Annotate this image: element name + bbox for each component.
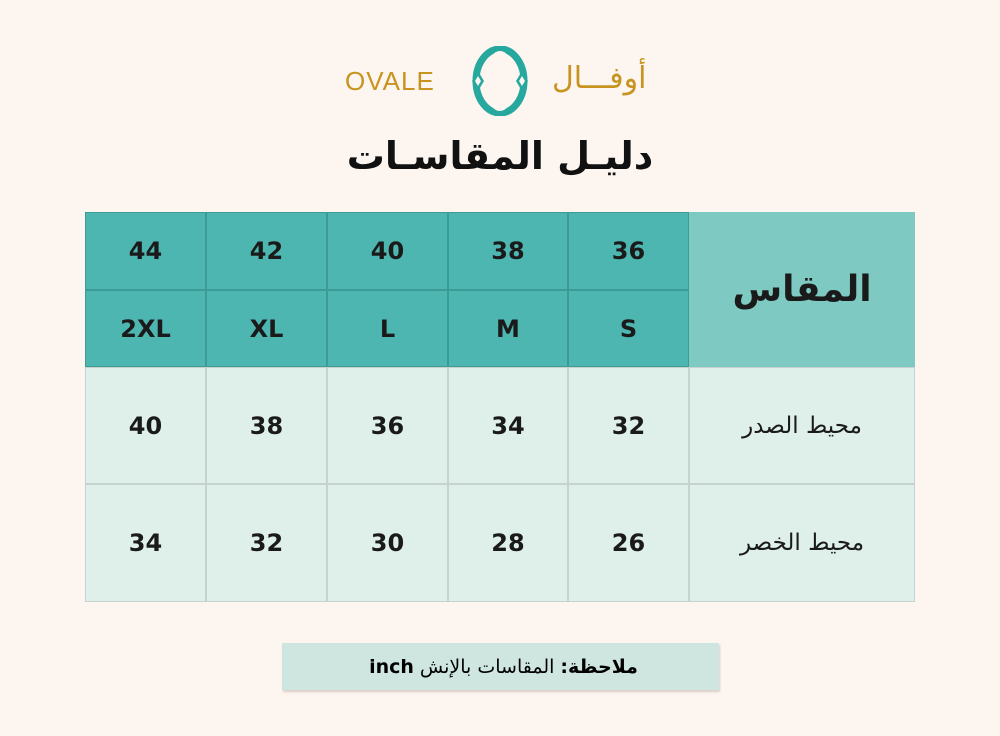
waist-value: 30 <box>327 484 448 602</box>
logo-arabic: أوفـــال <box>552 61 647 96</box>
chest-value: 32 <box>568 367 689 484</box>
waist-value: 28 <box>448 484 568 602</box>
size-label: M <box>448 290 568 367</box>
page-title: دليـل المقاسـات <box>346 134 654 178</box>
note-unit: inch <box>369 655 414 678</box>
size-number: 40 <box>327 212 448 290</box>
size-number: 38 <box>448 212 568 290</box>
waist-value: 34 <box>85 484 206 602</box>
size-label: XL <box>206 290 327 367</box>
header-label: المقاس <box>689 212 915 367</box>
waist-value: 32 <box>206 484 327 602</box>
chest-value: 38 <box>206 367 327 484</box>
note-text: المقاسات بالإنش <box>419 655 555 678</box>
note: ملاحظة: المقاسات بالإنش inch <box>282 643 719 690</box>
chest-value: 34 <box>448 367 568 484</box>
logo: OVALE أوفـــال <box>0 46 1000 116</box>
row-label-waist: محيط الخصر <box>689 484 915 602</box>
size-number: 36 <box>568 212 689 290</box>
size-number: 42 <box>206 212 327 290</box>
size-label: S <box>568 290 689 367</box>
size-label: L <box>327 290 448 367</box>
size-label: 2XL <box>85 290 206 367</box>
chest-value: 36 <box>327 367 448 484</box>
note-label: ملاحظة: <box>560 655 638 678</box>
size-number: 44 <box>85 212 206 290</box>
waist-value: 26 <box>568 484 689 602</box>
row-label-chest: محيط الصدر <box>689 367 915 484</box>
oval-logo-icon <box>472 46 528 116</box>
chest-value: 40 <box>85 367 206 484</box>
logo-latin: OVALE <box>345 66 435 96</box>
